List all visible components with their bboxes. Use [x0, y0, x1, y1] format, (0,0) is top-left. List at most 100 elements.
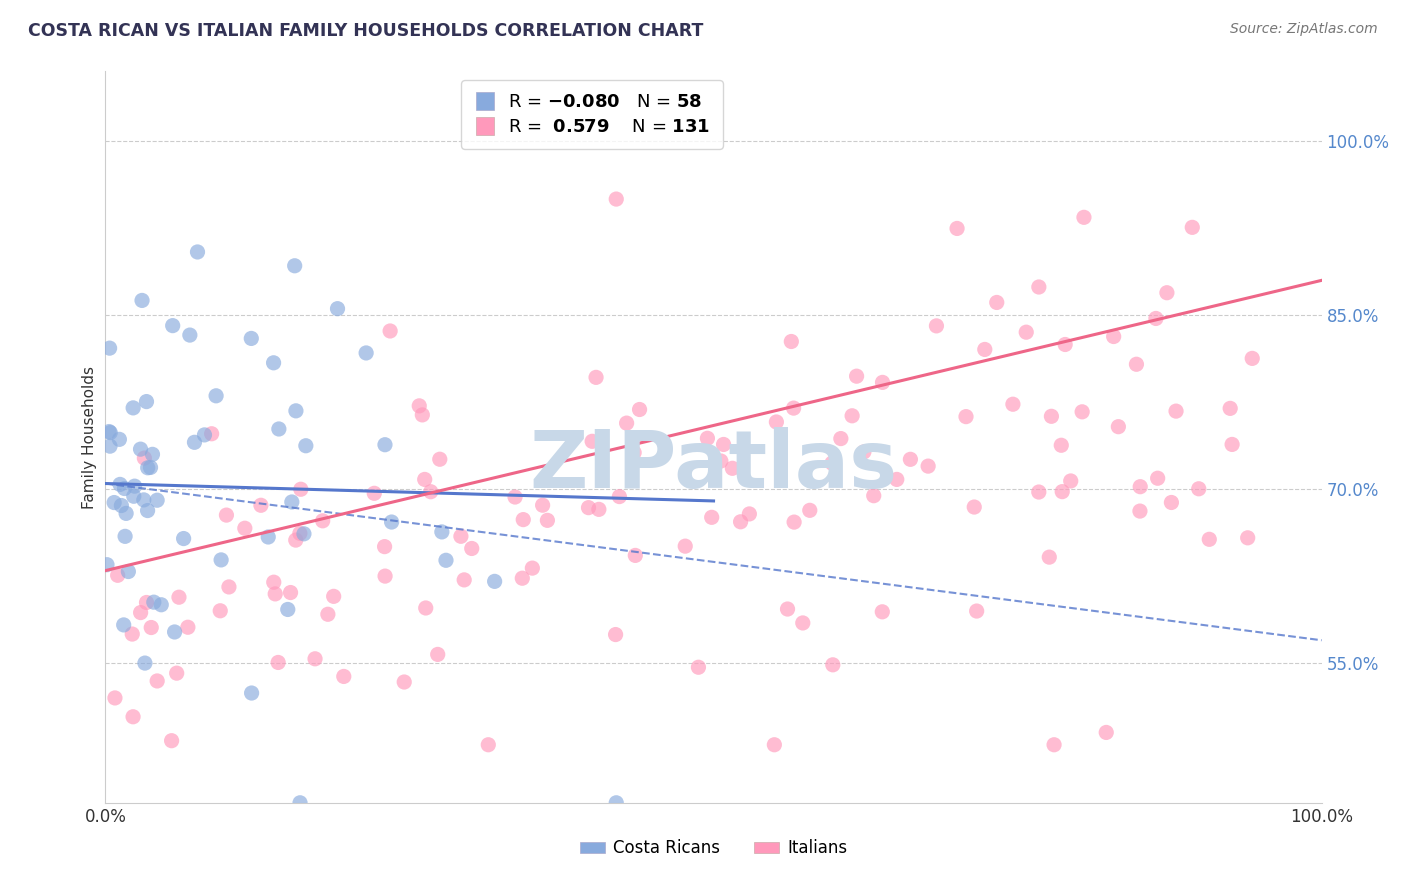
Point: [415, 601, 437, 615]
Point: [450, 529, 472, 543]
Point: [484, 574, 506, 589]
Point: [114, 529, 136, 543]
Point: [886, 472, 908, 486]
Point: [312, 514, 335, 528]
Point: [710, 454, 733, 468]
Point: [531, 498, 554, 512]
Point: [503, 490, 526, 504]
Point: [134, 451, 156, 466]
Point: [1054, 337, 1077, 351]
Point: [193, 428, 215, 442]
Point: [973, 343, 995, 357]
Point: [609, 490, 631, 504]
Point: [925, 318, 948, 333]
Point: [792, 615, 814, 630]
Point: [205, 389, 228, 403]
Point: [738, 507, 761, 521]
Point: [1164, 404, 1187, 418]
Point: [115, 507, 138, 521]
Point: [117, 565, 139, 579]
Point: [419, 484, 441, 499]
Point: [141, 621, 163, 635]
Point: [1060, 474, 1083, 488]
Point: [536, 513, 558, 527]
Point: [453, 573, 475, 587]
Point: [1050, 438, 1073, 452]
Point: [1050, 484, 1073, 499]
Point: [98, 425, 121, 439]
Point: [98, 439, 121, 453]
Point: [696, 431, 718, 445]
Point: [763, 738, 786, 752]
Point: [1129, 504, 1152, 518]
Point: [177, 620, 200, 634]
Point: [1181, 220, 1204, 235]
Text: Source: ZipAtlas.com: Source: ZipAtlas.com: [1230, 22, 1378, 37]
Point: [104, 690, 127, 705]
Point: [512, 513, 534, 527]
Point: [1144, 311, 1167, 326]
Point: [841, 409, 863, 423]
Point: [292, 526, 315, 541]
Point: [1001, 397, 1024, 411]
Point: [1236, 531, 1258, 545]
Point: [872, 376, 894, 390]
Point: [1146, 471, 1168, 485]
Point: [136, 460, 159, 475]
Point: [1125, 357, 1147, 371]
Point: [110, 499, 132, 513]
Point: [1043, 738, 1066, 752]
Point: [378, 324, 401, 338]
Point: [713, 437, 735, 451]
Point: [1071, 405, 1094, 419]
Point: [477, 738, 499, 752]
Point: [605, 796, 627, 810]
Point: [963, 500, 986, 514]
Point: [131, 293, 153, 308]
Point: [263, 575, 285, 590]
Point: [107, 568, 129, 582]
Point: [240, 686, 263, 700]
Point: [209, 604, 232, 618]
Point: [623, 445, 645, 459]
Point: [799, 503, 821, 517]
Point: [900, 452, 922, 467]
Point: [121, 627, 143, 641]
Point: [966, 604, 988, 618]
Point: [112, 618, 135, 632]
Point: [673, 539, 696, 553]
Point: [108, 477, 131, 491]
Point: [917, 459, 939, 474]
Point: [721, 461, 744, 475]
Point: [257, 530, 280, 544]
Point: [986, 295, 1008, 310]
Point: [1107, 419, 1129, 434]
Point: [624, 549, 647, 563]
Point: [160, 733, 183, 747]
Point: [776, 602, 799, 616]
Point: [264, 587, 287, 601]
Point: [166, 666, 188, 681]
Point: [136, 503, 159, 517]
Point: [209, 553, 232, 567]
Point: [163, 624, 186, 639]
Point: [295, 439, 318, 453]
Point: [434, 553, 457, 567]
Point: [765, 415, 787, 429]
Point: [413, 472, 436, 486]
Point: [183, 435, 205, 450]
Point: [186, 244, 208, 259]
Point: [578, 500, 600, 515]
Point: [1188, 482, 1211, 496]
Point: [98, 425, 121, 440]
Point: [322, 590, 344, 604]
Point: [267, 656, 290, 670]
Point: [218, 580, 240, 594]
Point: [316, 607, 339, 622]
Point: [354, 346, 377, 360]
Point: [585, 370, 607, 384]
Point: [141, 447, 163, 461]
Point: [142, 595, 165, 609]
Point: [688, 660, 710, 674]
Point: [461, 541, 484, 556]
